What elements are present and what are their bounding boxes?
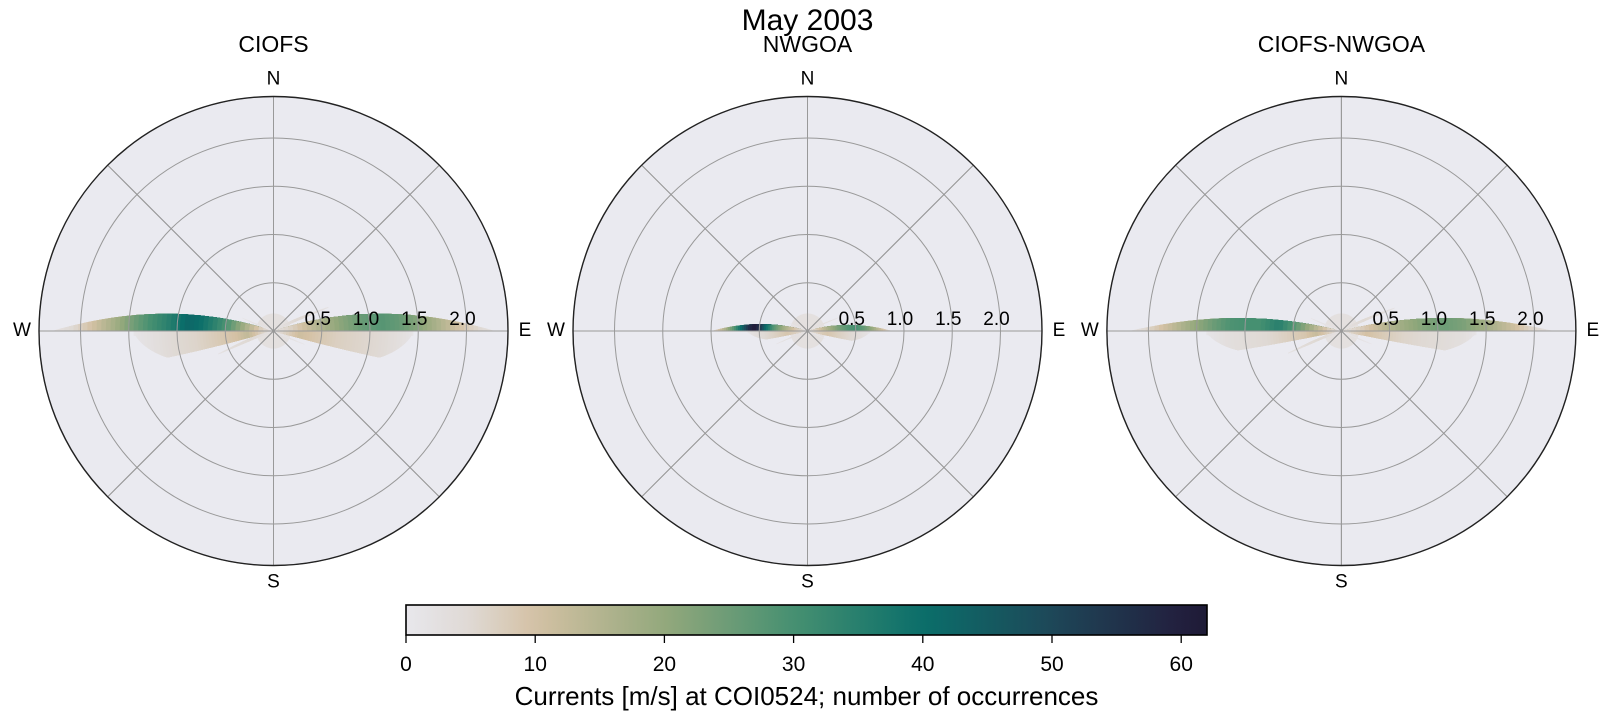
svg-text:10: 10 [524,653,547,676]
svg-text:W: W [1081,320,1099,341]
svg-text:50: 50 [1040,653,1063,676]
svg-text:E: E [1587,320,1600,341]
svg-text:1.5: 1.5 [935,309,961,330]
svg-text:1.0: 1.0 [887,309,913,330]
svg-text:0.5: 0.5 [305,309,331,330]
svg-text:20: 20 [653,653,676,676]
svg-text:N: N [801,69,815,90]
svg-text:1.5: 1.5 [1469,309,1495,330]
svg-text:1.0: 1.0 [1421,309,1447,330]
svg-text:CIOFS: CIOFS [238,31,308,57]
svg-text:Currents [m/s] at COI0524; num: Currents [m/s] at COI0524; number of occ… [515,681,1099,711]
svg-text:40: 40 [911,653,934,676]
svg-text:E: E [1053,320,1066,341]
svg-text:S: S [1335,572,1348,593]
svg-text:30: 30 [782,653,805,676]
svg-text:W: W [547,320,565,341]
svg-text:CIOFS-NWGOA: CIOFS-NWGOA [1258,31,1426,57]
svg-text:N: N [267,69,281,90]
svg-text:2.0: 2.0 [449,309,475,330]
svg-text:2.0: 2.0 [983,309,1009,330]
svg-text:S: S [267,572,280,593]
svg-text:S: S [801,572,814,593]
svg-text:1.5: 1.5 [401,309,427,330]
svg-text:W: W [13,320,31,341]
svg-text:0: 0 [400,653,412,676]
svg-text:0.5: 0.5 [839,309,865,330]
svg-text:2.0: 2.0 [1517,309,1543,330]
svg-text:N: N [1335,69,1349,90]
svg-text:0.5: 0.5 [1372,309,1398,330]
svg-text:E: E [519,320,532,341]
svg-text:1.0: 1.0 [353,309,379,330]
svg-text:60: 60 [1170,653,1193,676]
svg-text:NWGOA: NWGOA [763,31,853,57]
